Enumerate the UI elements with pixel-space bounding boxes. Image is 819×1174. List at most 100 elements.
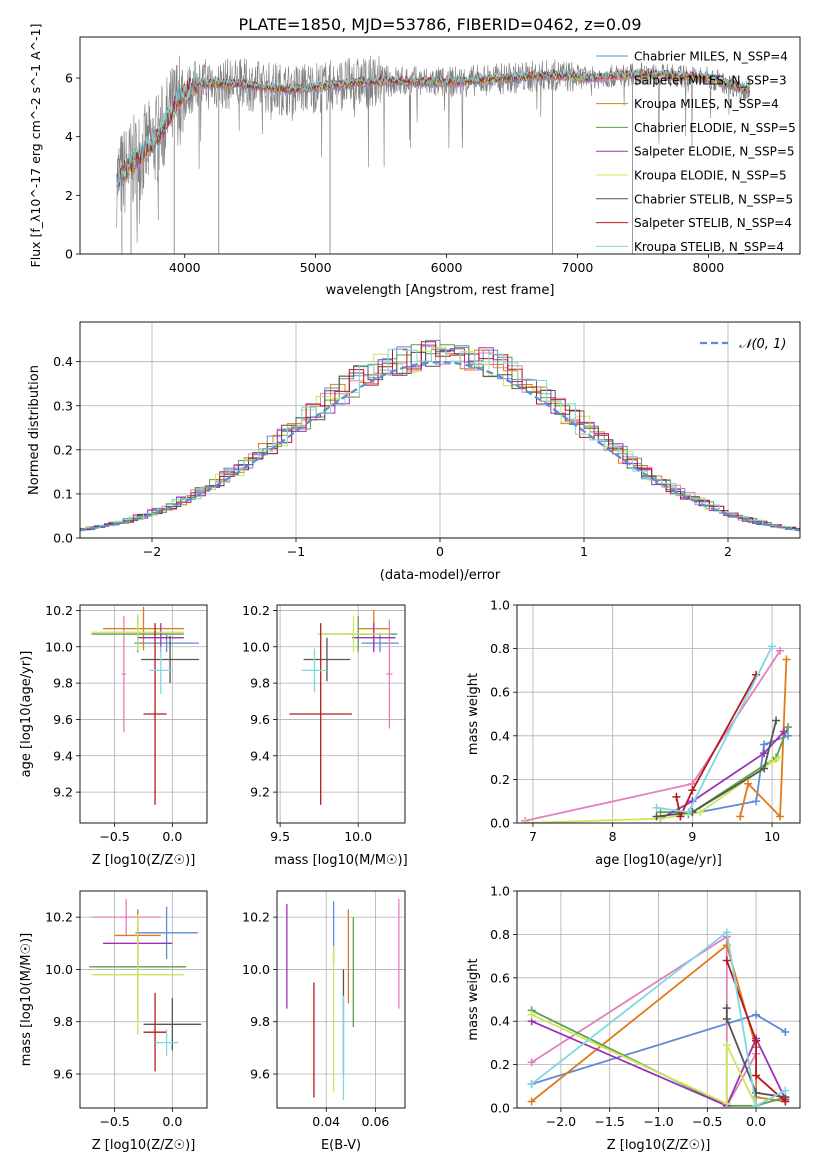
y-tick-label: 0.6 — [490, 685, 510, 700]
weight-point-marker — [760, 764, 769, 773]
weight-point-marker — [781, 1028, 790, 1037]
x-axis-label: wavelength [Angstrom, rest frame] — [326, 283, 555, 298]
weight-series-line — [725, 1008, 786, 1099]
y-tick-label: 10.2 — [242, 910, 270, 925]
mass-vs-EBV-frame — [276, 890, 406, 1109]
weight-point-marker — [722, 1015, 731, 1024]
weight-point-marker — [752, 1071, 761, 1080]
residual-histogram — [80, 348, 800, 531]
legend-entry: Chabrier ELODIE, N_SSP=5 — [634, 121, 796, 135]
y-tick-label: 9.8 — [250, 1014, 270, 1029]
weight-series-line — [531, 1013, 757, 1107]
y-axis-label: Flux [f_λ10^-17 erg cm^-2 s^-1 A^-1] — [28, 24, 43, 268]
residual-histogram — [80, 349, 800, 531]
weight-point-marker — [722, 956, 731, 965]
weight-point-marker — [527, 1010, 536, 1019]
y-tick-label: 9.8 — [53, 676, 73, 691]
x-tick-label: 0.04 — [312, 1114, 340, 1129]
weight-point-marker — [676, 812, 685, 821]
x-tick-label: −1 — [287, 544, 305, 559]
x-tick-label: −2 — [143, 544, 161, 559]
legend-entry: Salpeter STELIB, N_SSP=4 — [634, 216, 792, 230]
weight-point-marker — [780, 727, 789, 736]
y-tick-label: 0.4 — [53, 354, 73, 369]
age-vs-mass-axes: 9.5 10.0 9.2 9.4 9.6 9.8 10.0 10.2 — [242, 603, 405, 844]
normal-curve — [80, 360, 800, 532]
legend-entry: Chabrier MILES, N_SSP=4 — [634, 50, 788, 64]
weight-point-marker — [696, 808, 705, 817]
age-vs-Z-frame — [79, 604, 208, 824]
x-tick-label: 10.0 — [344, 829, 372, 844]
weight-point-marker — [782, 655, 791, 664]
x-tick-label: −1.0 — [643, 1114, 673, 1129]
y-tick-label: 0.4 — [490, 728, 510, 743]
y-axis-label: Normed distribution — [27, 365, 42, 495]
weight-point-marker — [684, 808, 693, 817]
spectrum-frame — [79, 36, 801, 255]
x-tick-label: −0.5 — [692, 1114, 722, 1129]
age-vs-mass-plot — [289, 610, 399, 805]
x-tick-label: −1.5 — [595, 1114, 625, 1129]
x-tick-label: 8000 — [692, 260, 724, 275]
x-tick-label: 7000 — [562, 260, 594, 275]
x-tick-label: 9 — [688, 829, 696, 844]
y-tick-label: 9.6 — [250, 1067, 270, 1082]
y-tick-label: 0.2 — [490, 1057, 510, 1072]
weight-point-marker — [527, 1080, 536, 1089]
x-tick-label: 6000 — [431, 260, 463, 275]
y-tick-label: 9.2 — [53, 785, 73, 800]
legend-entry: Kroupa MILES, N_SSP=4 — [634, 97, 779, 111]
y-tick-label: 9.6 — [53, 1067, 73, 1082]
weight-point-marker — [768, 757, 777, 766]
spectrum-axes: 4000 5000 6000 7000 8000 0 2 4 6 — [65, 71, 724, 275]
weight-point-marker — [722, 1099, 731, 1108]
x-tick-label: 4000 — [169, 260, 201, 275]
weight-point-marker — [736, 812, 745, 821]
mass-vs-Z-plot — [89, 898, 202, 1072]
x-axis-label: age [log10(age/yr)] — [595, 853, 722, 868]
weight-vs-age-plot — [520, 642, 793, 823]
weight-point-marker — [776, 812, 785, 821]
weight-vs-Z-plot — [527, 928, 790, 1108]
y-tick-label: 0.4 — [490, 1014, 510, 1029]
y-tick-label: 10.2 — [242, 603, 270, 618]
weight-point-marker — [527, 1097, 536, 1106]
x-axis-label: E(B-V) — [321, 1138, 361, 1153]
weight-point-marker — [752, 1036, 761, 1045]
spectrum-plot — [116, 55, 751, 254]
weight-point-marker — [688, 786, 697, 795]
weight-series-line — [675, 674, 757, 820]
weight-series-line — [531, 1020, 787, 1107]
x-tick-label: 0.06 — [362, 1114, 390, 1129]
y-tick-label: 10.0 — [45, 962, 73, 977]
x-tick-label: 1 — [580, 544, 588, 559]
weight-series-line — [656, 720, 777, 818]
residual-histogram — [80, 346, 800, 531]
weight-point-marker — [784, 723, 793, 732]
legend-entry: Kroupa ELODIE, N_SSP=5 — [634, 169, 787, 183]
x-tick-label: 10 — [764, 829, 780, 844]
x-tick-label: 0.0 — [162, 829, 182, 844]
y-tick-label: 0.2 — [490, 772, 510, 787]
x-tick-label: 9.5 — [270, 829, 290, 844]
y-tick-label: 0.0 — [490, 816, 510, 831]
y-tick-label: 0.6 — [490, 970, 510, 985]
y-tick-label: 0.8 — [490, 927, 510, 942]
x-axis-label: (data-model)/error — [380, 568, 501, 583]
weight-point-marker — [527, 1058, 536, 1067]
y-tick-label: 0.3 — [53, 398, 73, 413]
y-tick-label: 9.6 — [53, 712, 73, 727]
y-tick-label: 9.2 — [250, 785, 270, 800]
y-tick-label: 0.1 — [53, 486, 73, 501]
weight-series-line — [531, 1009, 786, 1107]
x-axis-label: Z [log10(Z/Z☉)] — [92, 853, 196, 868]
weight-point-marker — [781, 1086, 790, 1095]
y-tick-label: 9.4 — [250, 748, 270, 763]
y-tick-label: 9.8 — [53, 1014, 73, 1029]
weight-point-marker — [776, 646, 785, 655]
y-tick-label: 10.2 — [45, 603, 73, 618]
y-axis-label: mass [log10(M/M☉)] — [19, 933, 34, 1066]
weight-vs-age-frame — [516, 604, 801, 824]
x-axis-label: Z [log10(Z/Z☉)] — [607, 1138, 711, 1153]
y-tick-label: 10.0 — [45, 639, 73, 654]
